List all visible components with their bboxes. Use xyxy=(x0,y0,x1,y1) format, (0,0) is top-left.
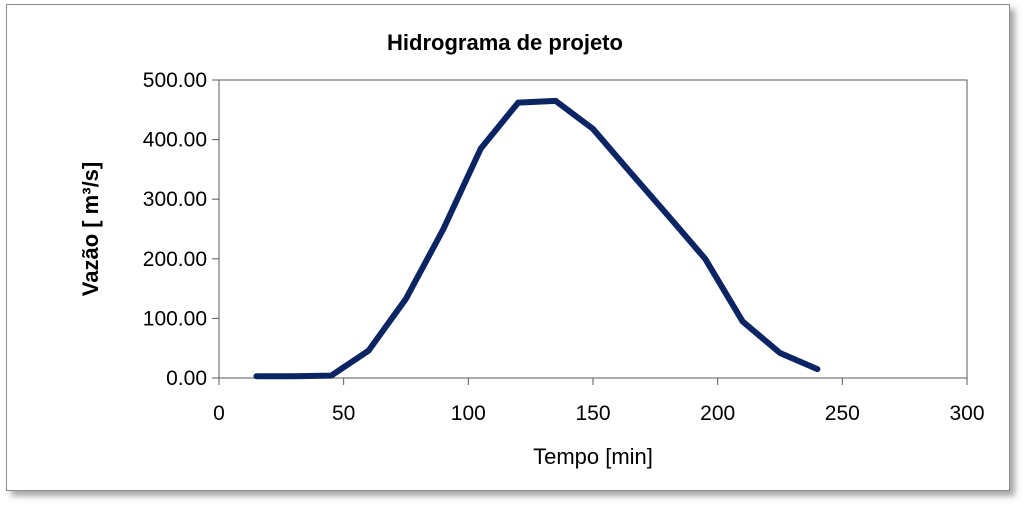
x-tick-label: 300 xyxy=(949,402,984,425)
x-tick-label: 250 xyxy=(825,402,860,425)
series-line xyxy=(253,97,821,380)
y-tick-label: 100.00 xyxy=(143,307,207,330)
y-axis: 0.00 100.00 200.00 300.00 400.00 500.00 xyxy=(143,69,219,390)
x-tick-label: 100 xyxy=(451,402,486,425)
x-axis: 0 50 100 150 200 250 300 xyxy=(213,378,985,425)
x-tick-label: 200 xyxy=(700,402,735,425)
x-axis-label: Tempo [min] xyxy=(533,444,653,469)
y-tick-label: 400.00 xyxy=(143,129,207,152)
x-tick-label: 0 xyxy=(213,402,225,425)
plot-area xyxy=(218,79,968,379)
chart-title: Hidrograma de projeto xyxy=(387,30,623,55)
y-tick-label: 200.00 xyxy=(143,248,207,271)
y-tick-label: 300.00 xyxy=(143,188,207,211)
y-tick-label: 0.00 xyxy=(166,367,207,390)
x-tick-label: 150 xyxy=(575,402,610,425)
chart-frame xyxy=(6,4,1010,491)
x-tick-label: 50 xyxy=(332,402,355,425)
y-axis-label: Vazão [ m³/s] xyxy=(78,162,103,296)
series-layer xyxy=(253,97,821,380)
y-tick-label: 500.00 xyxy=(143,69,207,92)
